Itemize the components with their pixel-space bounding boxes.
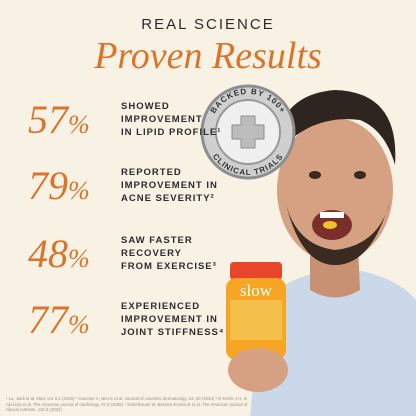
stat-unit: %	[68, 244, 90, 273]
stat-description: EXPERIENCED IMPROVEMENT IN JOINT STIFFNESS…	[121, 300, 225, 339]
footnote: ¹ Lu, Jaeli et al. Med, vol. 6,1 (2025) …	[6, 396, 248, 412]
stat-value: 77	[28, 297, 68, 342]
stat: 57% SHOWED IMPROVEMENT IN LIPID PROFILE¹	[28, 98, 248, 158]
stat-line: EXPERIENCED	[121, 301, 201, 312]
stat-line: IN LIPID PROFILE¹	[121, 127, 222, 138]
stat-line: RECOVERY	[121, 248, 182, 259]
stat-value: 57	[28, 97, 68, 142]
stat-number: 77%	[28, 298, 90, 347]
stat-number: 57%	[28, 98, 90, 147]
title: Proven Results	[94, 35, 322, 77]
stat-line: REPORTED	[121, 167, 182, 178]
stat-line: FROM EXERCISE³	[121, 261, 217, 272]
person	[250, 90, 416, 416]
stat-description: SHOWED IMPROVEMENT IN LIPID PROFILE¹	[121, 100, 221, 139]
stat-line: JOINT STIFFNESS⁴	[121, 327, 225, 338]
stat-line: IMPROVEMENT IN	[121, 314, 218, 325]
stat-line: SHOWED	[121, 101, 170, 112]
stat: 79% REPORTED IMPROVEMENT IN ACNE SEVERITY²	[28, 164, 248, 224]
stat-value: 79	[28, 163, 68, 208]
stat-line: IMPROVEMENT	[121, 114, 203, 125]
stat-description: REPORTED IMPROVEMENT IN ACNE SEVERITY²	[121, 166, 218, 205]
product-bottle	[226, 262, 288, 392]
stat: 77% EXPERIENCED IMPROVEMENT IN JOINT STIFFN…	[28, 298, 248, 358]
stat-unit: %	[68, 176, 90, 205]
stat-description: SAW FASTER RECOVERY FROM EXERCISE³	[121, 234, 217, 273]
stat-number: 48%	[28, 232, 90, 281]
stat-line: ACNE SEVERITY²	[121, 193, 215, 204]
kicker: REAL SCIENCE	[141, 16, 275, 33]
stat-unit: %	[68, 310, 90, 339]
stat-value: 48	[28, 231, 68, 276]
product-label: slow	[240, 281, 273, 300]
stat-line: IMPROVEMENT IN	[121, 180, 218, 191]
stat-number: 79%	[28, 164, 90, 213]
stat: 48% SAW FASTER RECOVERY FROM EXERCISE³	[28, 232, 248, 292]
stat-line: SAW FASTER	[121, 235, 193, 246]
stat-unit: %	[68, 110, 90, 139]
